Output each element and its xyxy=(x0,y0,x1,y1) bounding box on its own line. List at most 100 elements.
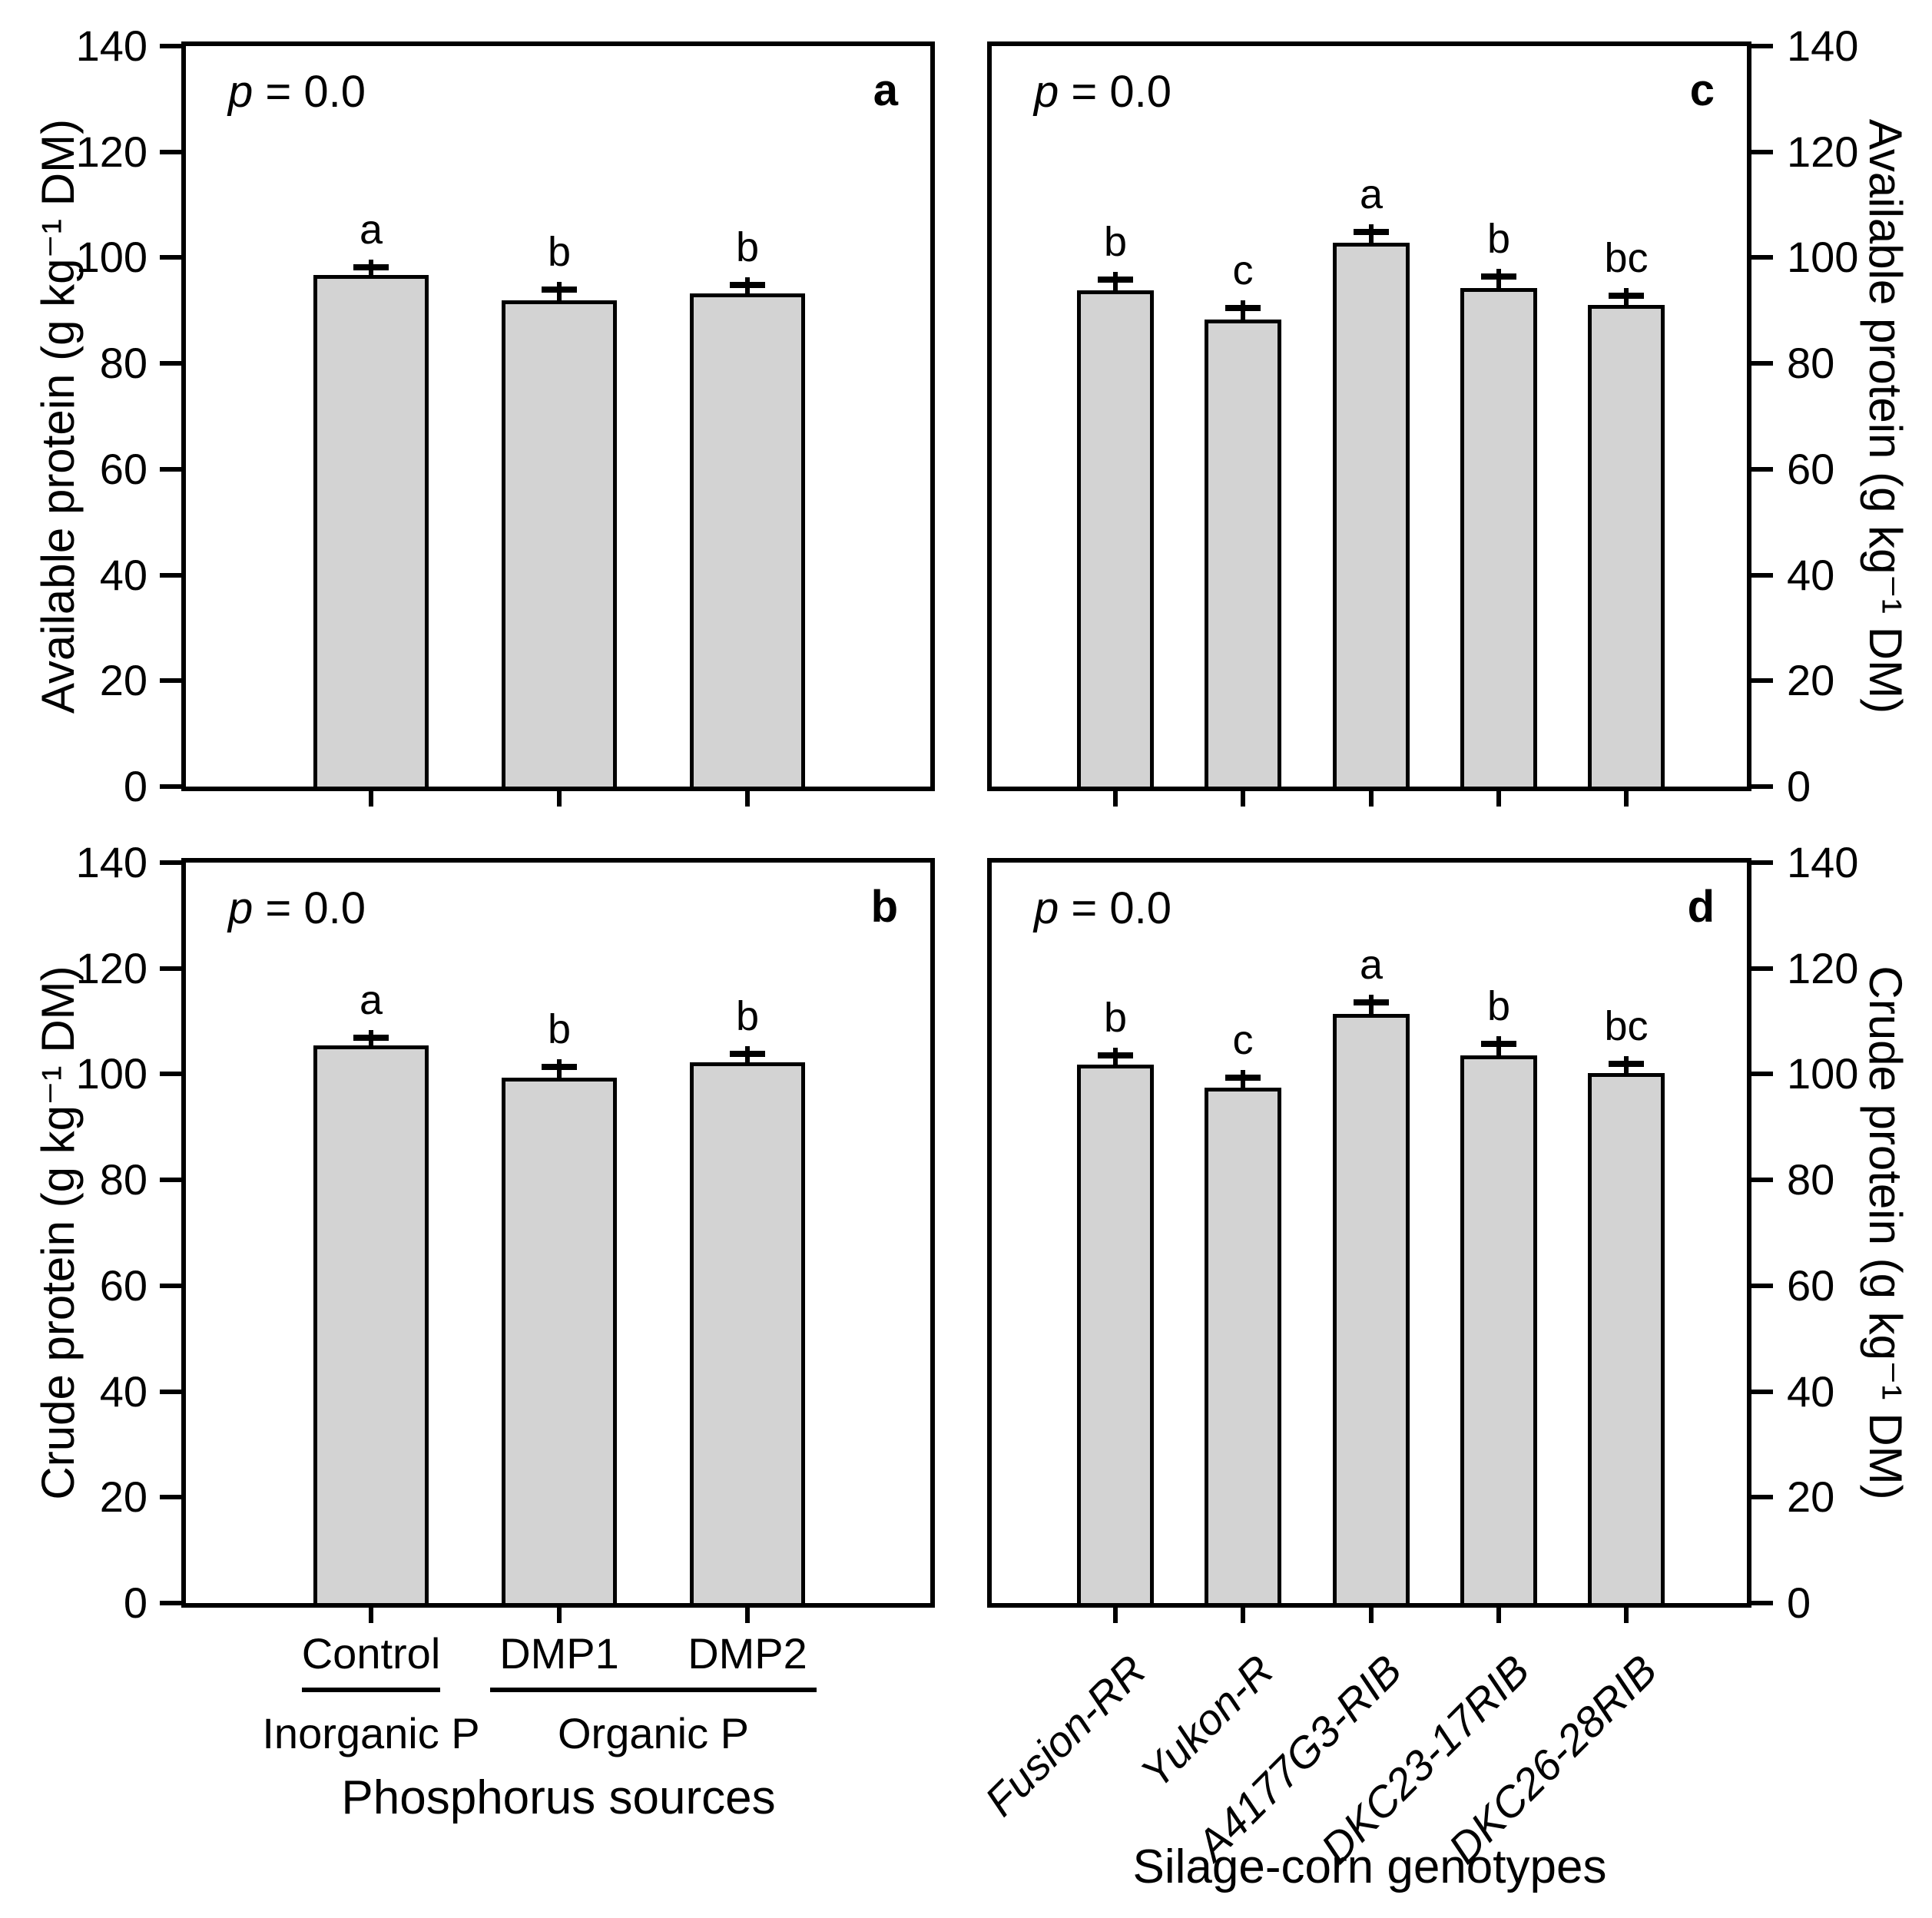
bar-DKC26-28RIB xyxy=(1588,1073,1665,1603)
group-underline-Inorganic P xyxy=(302,1688,440,1692)
x-axis-tick xyxy=(745,791,750,807)
panel-letter: b xyxy=(870,882,898,932)
x-axis-tick xyxy=(1496,1608,1501,1623)
bar-DKC23-17RIB xyxy=(1460,1055,1537,1603)
y-axis-tick xyxy=(1751,572,1773,578)
y-axis-tick-label: 80 xyxy=(99,1155,147,1204)
y-axis-tick-label: 20 xyxy=(99,656,147,705)
y-axis-tick-label: 80 xyxy=(1787,339,1835,388)
x-axis-tick xyxy=(1241,1608,1245,1623)
x-axis-tick xyxy=(1241,791,1245,807)
significance-letter: a xyxy=(359,976,383,1023)
y-axis-tick-label: 60 xyxy=(99,1260,147,1310)
y-axis-tick-label: 100 xyxy=(1787,233,1859,282)
y-axis-tick xyxy=(1751,1495,1773,1500)
y-axis-tick xyxy=(160,1072,181,1077)
group-underline-Organic P xyxy=(490,1688,817,1692)
y-axis-tick xyxy=(1751,255,1773,260)
y-axis-tick xyxy=(160,1495,181,1500)
y-axis-tick xyxy=(1751,1601,1773,1605)
y-axis-tick-label: 100 xyxy=(1787,1049,1859,1098)
significance-letter: b xyxy=(1103,219,1128,266)
y-axis-tick-label: 80 xyxy=(1787,1155,1835,1204)
bar-Control xyxy=(313,275,429,787)
significance-letter: b xyxy=(1103,994,1128,1041)
x-axis-tick xyxy=(745,1608,750,1623)
y-axis-title-crude-protein-left: Crude protein (g kg⁻¹ DM) xyxy=(32,966,84,1500)
x-axis-tick xyxy=(1496,791,1501,807)
panel-letter: d xyxy=(1687,882,1715,932)
y-axis-tick xyxy=(1751,966,1773,971)
y-axis-tick-label: 120 xyxy=(75,943,147,992)
significance-letter: a xyxy=(1359,171,1384,218)
error-bar-cap xyxy=(1609,293,1644,299)
error-bar-cap xyxy=(1354,229,1389,236)
y-axis-tick xyxy=(1751,1072,1773,1077)
y-axis-tick-label: 20 xyxy=(99,1472,147,1522)
panel-b-plot: p = 0.0 b 0 20 40 60 80 100 120 140 a b b xyxy=(76,838,935,1627)
y-axis-tick xyxy=(160,1283,181,1288)
y-axis-tick xyxy=(160,1389,181,1394)
significance-letter: b xyxy=(735,224,760,271)
y-axis-tick-label: 40 xyxy=(1787,1366,1835,1416)
y-axis-tick xyxy=(160,361,181,366)
y-axis-tick-label: 120 xyxy=(75,127,147,176)
y-axis-tick xyxy=(160,149,181,154)
group-label-Inorganic P: Inorganic P xyxy=(262,1709,480,1757)
y-axis-tick xyxy=(160,678,181,684)
y-axis-tick-label: 0 xyxy=(123,762,147,810)
significance-letter: bc xyxy=(1604,1002,1649,1049)
y-axis-tick-label: 140 xyxy=(1787,838,1859,886)
y-axis-tick-label: 60 xyxy=(1787,1260,1835,1310)
y-axis-tick xyxy=(160,784,181,789)
p-value-annotation: p = 0.0 xyxy=(1034,66,1171,118)
x-axis-tick xyxy=(369,791,373,807)
bar-DMP2 xyxy=(690,293,805,787)
bar-DKC26-28RIB xyxy=(1588,305,1665,787)
significance-letter: a xyxy=(359,206,383,253)
bar-DMP1 xyxy=(502,1077,617,1603)
x-axis-tick xyxy=(1624,1608,1629,1623)
significance-letter: b xyxy=(735,993,760,1040)
p-symbol: p xyxy=(1034,67,1059,117)
y-axis-tick xyxy=(1751,149,1773,154)
p-symbol: p xyxy=(228,67,254,117)
error-bar-cap xyxy=(1609,1060,1644,1067)
x-axis-tick xyxy=(1113,1608,1118,1623)
y-axis-tick xyxy=(1751,466,1773,472)
error-bar-cap xyxy=(1098,277,1133,283)
y-axis-tick-label: 120 xyxy=(1787,943,1859,992)
category-label-DMP2: DMP2 xyxy=(688,1629,807,1678)
p-value-annotation: p = 0.0 xyxy=(228,66,366,118)
y-axis-tick-label: 0 xyxy=(123,1578,147,1627)
y-axis-title-available-protein-left: Available protein (g kg⁻¹ DM) xyxy=(32,118,84,714)
group-label-Organic P: Organic P xyxy=(558,1709,749,1757)
significance-letter: c xyxy=(1232,247,1254,293)
y-axis-tick-label: 0 xyxy=(1787,762,1811,810)
y-axis-tick xyxy=(1751,1283,1773,1288)
y-axis-tick xyxy=(160,572,181,578)
y-axis-tick-label: 120 xyxy=(1787,127,1859,176)
error-bar-cap xyxy=(353,1034,389,1041)
p-symbol: p xyxy=(228,883,254,933)
p-value-annotation: p = 0.0 xyxy=(1034,883,1171,934)
y-axis-tick-label: 20 xyxy=(1787,1472,1835,1522)
error-bar-cap xyxy=(542,1063,577,1070)
y-axis-tick-label: 60 xyxy=(1787,444,1835,493)
bar-DKC23-17RIB xyxy=(1460,287,1537,787)
x-axis-tick xyxy=(369,1608,373,1623)
p-value-annotation: p = 0.0 xyxy=(228,883,366,934)
y-axis-tick xyxy=(160,860,181,865)
error-bar-cap xyxy=(1098,1052,1133,1058)
y-axis-tick xyxy=(160,466,181,472)
y-axis-title-available-protein-right: Available protein (g kg⁻¹ DM) xyxy=(1860,118,1911,714)
bar-Fusion-RR xyxy=(1077,1065,1154,1603)
y-axis-tick xyxy=(160,1601,181,1605)
genotype-label-Fusion-RR: Fusion-RR xyxy=(976,1645,1155,1826)
panel-letter: c xyxy=(1689,65,1715,115)
p-value-text: = 0.0 xyxy=(253,67,366,117)
error-bar-cap xyxy=(730,1051,765,1058)
category-label-DMP1: DMP1 xyxy=(499,1629,619,1678)
significance-letter: b xyxy=(1486,983,1511,1030)
y-axis-tick xyxy=(160,966,181,971)
